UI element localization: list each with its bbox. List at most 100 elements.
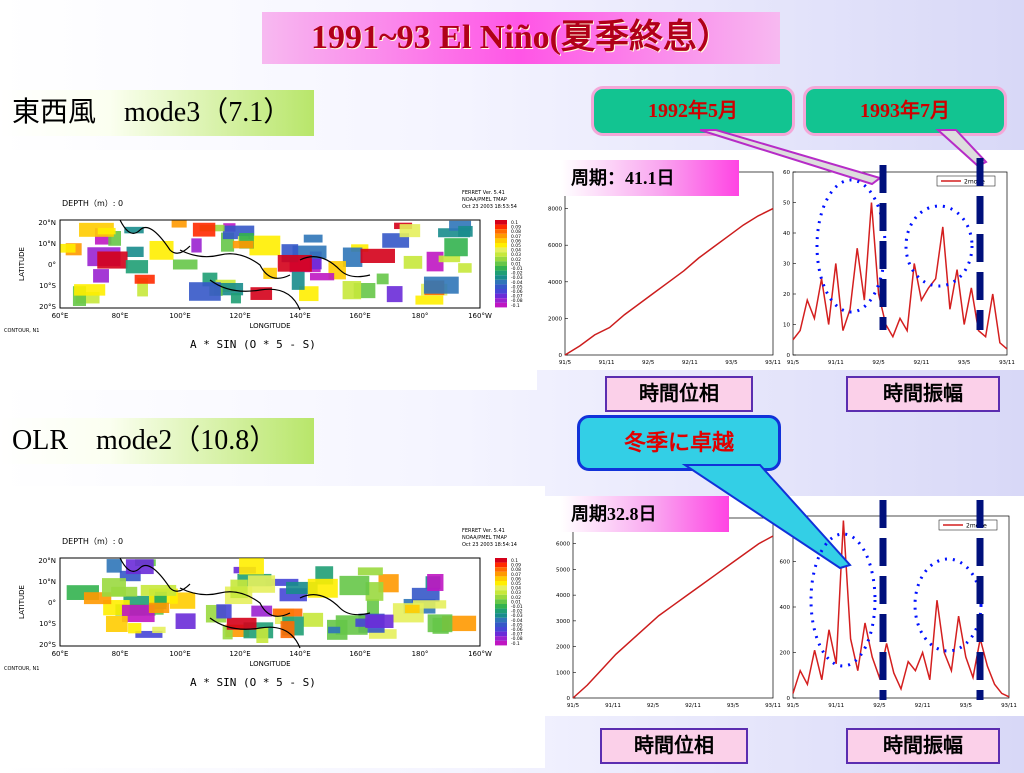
legend-value: -0.1: [511, 303, 520, 309]
legend-swatch: [495, 599, 507, 604]
x-tick-label: 93/11: [765, 360, 781, 366]
map-cell: [427, 614, 453, 633]
month-1992-button[interactable]: 1992年5月: [591, 86, 795, 136]
map-meta-line: Oct 23 2003 18:53:54: [462, 204, 517, 210]
map-cell: [83, 592, 112, 605]
legend-value: -0.02: [511, 609, 523, 615]
y-tick-label: 5000: [556, 567, 570, 573]
legend-swatch: [495, 261, 507, 266]
map-cell: [105, 615, 128, 633]
lat-tick-label: 10°N: [38, 240, 56, 248]
legend-swatch: [495, 567, 507, 572]
y-tick-label: 0: [559, 353, 563, 359]
map-cell: [97, 227, 116, 235]
map-cell: [403, 255, 423, 269]
map-cell: [148, 602, 170, 613]
legend-value: -0.06: [511, 289, 523, 295]
legend-swatch: [495, 220, 507, 225]
winter-dominant-callout[interactable]: 冬季に卓越: [577, 415, 781, 471]
map-cell: [134, 274, 155, 284]
map-cell: [140, 584, 177, 596]
map-cell: [124, 226, 144, 234]
map-cell: [75, 291, 100, 304]
lon-tick-label: 160°W: [468, 650, 492, 658]
map-cell: [101, 578, 126, 597]
map-meta-line: NOAA/PMEL TMAP: [462, 535, 507, 541]
x-tick-label: 93/5: [727, 703, 740, 709]
legend-value: 0.04: [511, 248, 521, 254]
map-cell: [175, 613, 196, 629]
legend-swatch: [495, 636, 507, 641]
map-cell: [256, 627, 269, 644]
y-tick-label: 8000: [548, 207, 562, 213]
legend-swatch: [495, 229, 507, 234]
map-cell: [303, 234, 323, 243]
legend-value: 0.09: [511, 225, 521, 231]
map-cell: [342, 247, 363, 267]
map-cell: [191, 238, 202, 253]
map-depth-header: DEPTH（m）: 0: [62, 199, 123, 208]
map-cell: [126, 246, 144, 257]
map-cell: [302, 612, 324, 627]
y-tick-label: 50: [783, 201, 790, 207]
legend-swatch: [495, 581, 507, 586]
series-line: [792, 202, 1008, 350]
lon-tick-label: 160°W: [468, 312, 492, 320]
legend-swatch: [495, 247, 507, 253]
legend-swatch: [495, 302, 507, 308]
map-cell: [172, 259, 198, 270]
x-tick-label: 91/11: [828, 360, 844, 366]
legend-series-name: 2mode: [964, 179, 985, 186]
map-cell: [427, 573, 444, 591]
legend-swatch: [495, 279, 507, 285]
map-cell: [171, 220, 187, 228]
map-meta-line: FERRET Ver. 5.41: [462, 528, 505, 534]
lat-tick-label: 10°S: [39, 282, 56, 290]
map-cell: [365, 614, 394, 629]
legend-value: 0.05: [511, 581, 521, 587]
map-cell: [307, 578, 338, 598]
legend-swatch: [495, 224, 507, 230]
map-cell: [369, 629, 397, 639]
x-tick-label: 92/11: [915, 703, 931, 709]
legend-value: 0.07: [511, 234, 521, 240]
map-cell: [438, 228, 471, 238]
y-tick-label: 400: [780, 605, 791, 611]
x-tick-label: 92/11: [685, 703, 701, 709]
x-tick-label: 92/5: [872, 360, 885, 366]
legend-value: 0.05: [511, 243, 521, 249]
map-cell: [299, 286, 319, 302]
y-tick-label: 40: [783, 231, 790, 237]
legend-swatch: [495, 627, 507, 632]
y-tick-label: 6000: [556, 542, 570, 548]
legend-value: 0.08: [511, 567, 521, 573]
y-tick-label: 2000: [548, 316, 562, 322]
arrow-1992: [699, 129, 883, 186]
lon-tick-label: 140°E: [289, 650, 310, 658]
legend-value: 0.1: [511, 220, 518, 226]
lat-tick-label: 20°S: [39, 641, 56, 649]
amplitude-label-bottom: 時間振幅: [846, 728, 1000, 764]
legend-value: 0.06: [511, 576, 521, 582]
y-tick-label: 4000: [556, 593, 570, 599]
legend-value: 0.02: [511, 595, 521, 601]
map-cell: [251, 605, 273, 617]
legend-swatch: [495, 594, 507, 600]
legend-value: -0.07: [511, 632, 523, 638]
x-tick-label: 91/5: [567, 703, 580, 709]
y-tick-label: 30: [783, 262, 790, 268]
x-tick-label: 92/5: [873, 703, 886, 709]
y-tick-label: 60: [783, 170, 790, 176]
lat-tick-label: 20°S: [39, 303, 56, 311]
month-1993-button[interactable]: 1993年7月: [803, 86, 1007, 136]
legend-value: 0.03: [511, 590, 521, 596]
arrow-1993: [935, 129, 988, 168]
map-cell: [125, 559, 154, 575]
legend-swatch: [495, 238, 507, 243]
map-cell: [222, 625, 233, 640]
legend-value: 0.01: [511, 599, 521, 605]
legend-box: [938, 519, 998, 531]
callout-pointer: [681, 464, 852, 570]
